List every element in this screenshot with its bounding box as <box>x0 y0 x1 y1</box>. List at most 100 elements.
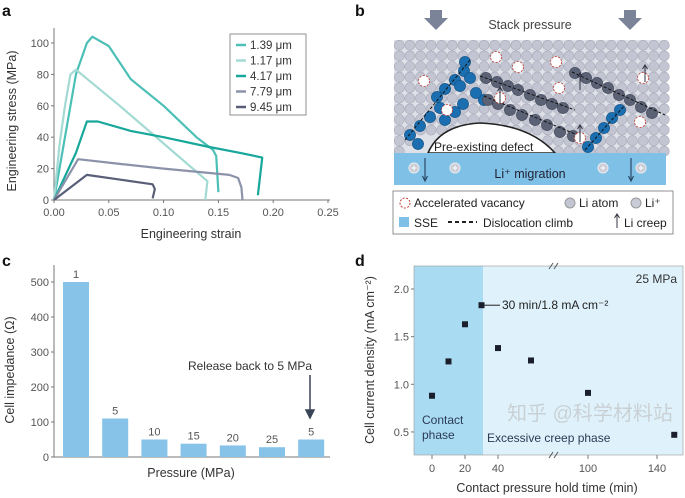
li-atom <box>616 124 628 136</box>
li-atom <box>489 114 501 125</box>
li-atom <box>637 135 649 146</box>
li-atom <box>595 61 607 72</box>
x-tick-label: 0 <box>429 463 435 475</box>
li-atom <box>595 50 607 62</box>
li-atom <box>489 39 501 51</box>
dislocation-atom-blue <box>404 129 416 141</box>
li-atom <box>574 114 585 125</box>
li-atom <box>552 114 564 125</box>
region-contact-label-1: Contact <box>422 413 464 427</box>
li-atom <box>627 124 638 136</box>
y-tick-label: 100 <box>31 417 49 429</box>
li-atom <box>468 103 479 115</box>
li-atom <box>531 71 543 83</box>
dislocation-atom-grey <box>502 80 514 92</box>
legend-creep-label: Li creep <box>624 216 667 230</box>
li-atom <box>648 61 660 72</box>
y-tick-label: 40 <box>37 132 49 144</box>
panel-label-d: d <box>355 253 365 270</box>
li-atom <box>574 93 585 104</box>
bar-label: 25 <box>266 434 278 446</box>
li-creep-arrow <box>497 86 503 104</box>
bar-label: 15 <box>187 431 199 443</box>
li-atom <box>584 103 596 115</box>
li-atom <box>658 82 670 93</box>
li-atom <box>404 39 416 51</box>
dislocation-atom-grey <box>569 67 581 79</box>
region-creep-label: Excessive creep phase <box>487 431 611 445</box>
li-atom <box>468 39 479 51</box>
legend-label: 7.79 μm <box>250 87 292 99</box>
x-tick-label: 0.25 <box>317 207 338 219</box>
li-atom <box>595 103 607 115</box>
bar <box>298 439 325 457</box>
li-atom <box>531 82 543 93</box>
panel-label-a: a <box>2 3 11 20</box>
series-line-5 <box>53 173 156 201</box>
li-atom <box>542 71 554 83</box>
dislocation-atom-grey <box>504 104 516 116</box>
li-atom <box>425 39 437 51</box>
li-atom <box>510 50 522 62</box>
y-tick-label: 1.5 <box>394 332 409 344</box>
li-atom <box>648 93 660 104</box>
x-axis-label: Engineering strain <box>141 227 242 241</box>
panel-a-stress-strain-chart: 0.00 0.05 0.10 0.15 0.20 0.25 0 20 40 60 80 100 Engi… <box>5 28 339 241</box>
x-tick-label: 0.05 <box>98 207 119 219</box>
li-atom <box>552 39 564 51</box>
li-atom <box>404 103 416 115</box>
annotation-peak: 30 min/1.8 mA cm⁻² <box>502 298 608 312</box>
li-atom <box>404 93 416 104</box>
x-axis-label: Contact pressure hold time (min) <box>456 481 637 495</box>
bar <box>63 282 89 457</box>
li-atom <box>510 39 522 51</box>
bar-label: 1 <box>73 269 79 281</box>
dislocation-atom-blue <box>598 122 610 134</box>
li-creep-arrow <box>577 124 583 142</box>
dislocation-climb-line <box>479 75 576 111</box>
y-tick-label: 60 <box>37 101 49 113</box>
li-atom <box>616 61 628 72</box>
li-atom <box>605 50 617 62</box>
li-atom <box>436 50 448 62</box>
legend-li-ion-label: Li⁺ <box>645 196 661 210</box>
accelerated-vacancy <box>634 116 646 128</box>
dislocation-climb-line <box>571 71 666 116</box>
series-line-1 <box>52 35 220 201</box>
diagram-legend-box <box>392 190 674 235</box>
panel-label-b: b <box>355 3 365 20</box>
li-atom <box>531 39 543 51</box>
dislocation-atom-blue <box>424 111 436 123</box>
accelerated-vacancy <box>550 56 562 68</box>
condition-label: 25 MPa <box>636 272 678 286</box>
pre-existing-defect <box>426 122 557 154</box>
dislocation-atom-blue <box>439 114 451 126</box>
li-atom <box>648 124 660 136</box>
series-line-3 <box>53 120 264 201</box>
li-atom <box>436 61 448 72</box>
li-atom <box>637 61 649 72</box>
stack-pressure-arrow <box>424 10 448 30</box>
li-atom <box>627 135 638 146</box>
y-tick-label: 80 <box>37 69 49 81</box>
defect-label: Pre-existing defect <box>434 140 534 154</box>
li-atom <box>404 50 416 62</box>
li-atom <box>521 50 532 62</box>
x-tick-label: 0.20 <box>262 207 283 219</box>
axis-break-mark <box>548 262 559 270</box>
accelerated-vacancy <box>637 72 649 84</box>
li-atom <box>489 61 501 72</box>
legend-li-atom-icon <box>564 197 576 209</box>
li-atom <box>574 103 585 115</box>
li-atom <box>605 39 617 51</box>
accelerated-vacancy <box>553 82 565 94</box>
data-point <box>671 431 678 438</box>
li-atom <box>637 50 649 62</box>
legend-sse-icon <box>399 217 409 227</box>
li-atom <box>616 135 628 146</box>
li-atom <box>595 93 607 104</box>
bar-label: 5 <box>112 406 118 418</box>
li-atom <box>616 50 628 62</box>
li-atom <box>584 50 596 62</box>
